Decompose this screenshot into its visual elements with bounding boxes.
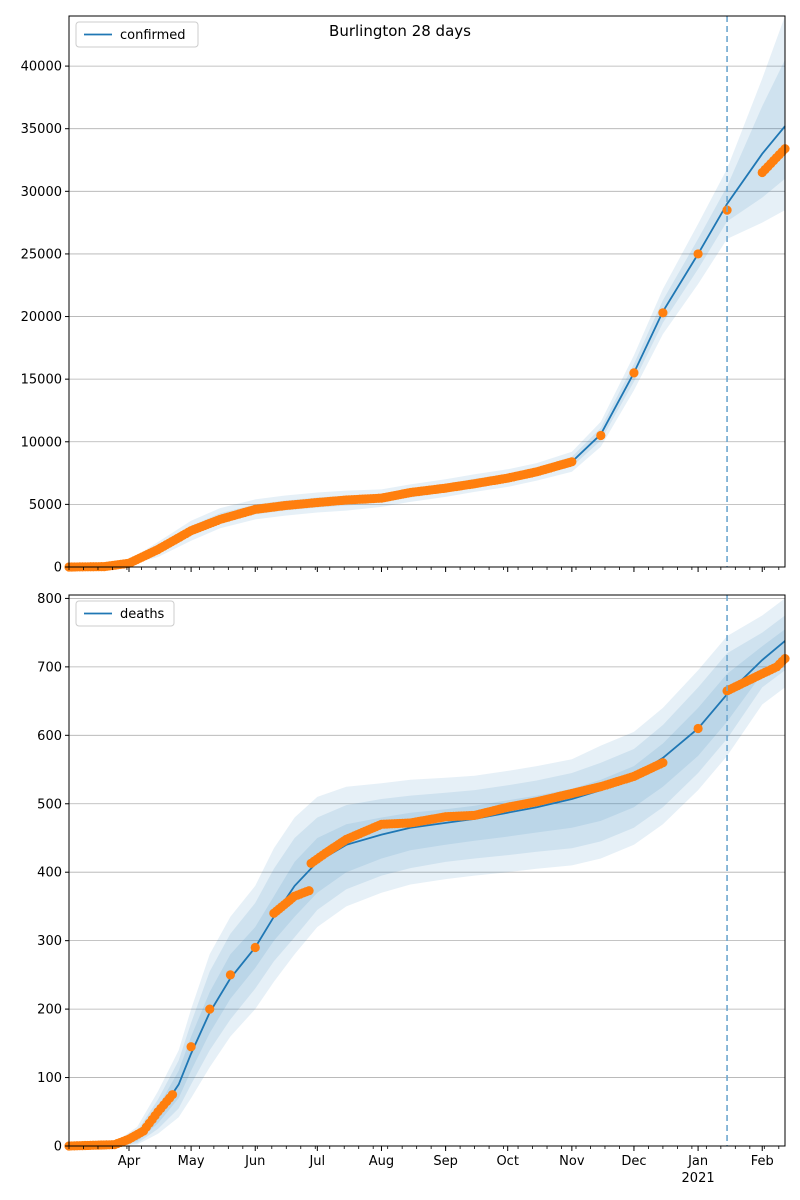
legend-label: confirmed [120, 28, 186, 43]
observed-point [304, 886, 314, 896]
y-tick-label: 20000 [21, 310, 62, 325]
x-tick-label: Jan [687, 1154, 708, 1169]
observed-series [64, 144, 790, 572]
observed-point [596, 430, 606, 441]
y-tick-label: 200 [37, 1003, 62, 1018]
observed-point [629, 368, 639, 378]
observed-point [225, 970, 236, 980]
y-tick-label: 500 [37, 797, 62, 812]
y-tick-label: 0 [54, 561, 62, 576]
y-tick-label: 100 [37, 1071, 62, 1086]
axes-frame [68, 594, 786, 1147]
y-tick-label: 600 [37, 729, 62, 744]
observed-point [658, 758, 668, 768]
y-tick-label: 800 [37, 592, 62, 607]
legend-box [75, 600, 175, 627]
observed-point [693, 723, 703, 734]
observed-point [693, 249, 703, 259]
x-tick-label: Nov [559, 1154, 585, 1169]
x-tick-label: Dec [621, 1154, 646, 1169]
legend-box [75, 21, 199, 48]
axes-frame [68, 15, 786, 568]
figure-title: Burlington 28 days [329, 22, 471, 40]
y-tick-label: 40000 [21, 60, 62, 75]
legend-label: deaths [120, 607, 165, 622]
observed-point [567, 457, 577, 467]
observed-point [167, 1090, 178, 1100]
x-tick-label: Feb [751, 1154, 774, 1169]
y-tick-label: 5000 [29, 498, 62, 513]
y-tick-label: 300 [37, 934, 62, 949]
x-tick-label: Sep [433, 1154, 458, 1169]
observed-point [658, 308, 668, 318]
y-tick-label: 35000 [21, 122, 62, 137]
observed-point [250, 942, 260, 953]
y-tick-label: 10000 [21, 435, 62, 450]
legend: deaths [75, 600, 175, 627]
x-tick-label: May [178, 1154, 205, 1169]
legend: confirmed [75, 21, 199, 48]
y-tick-label: 700 [37, 660, 62, 675]
x-tick-sublabel: 2021 [682, 1171, 715, 1186]
chart-panel-confirmed: 0 5000 10000 15000 20000 25000 30000 35000 40000… [21, 15, 790, 576]
y-tick-label: 0 [54, 1140, 62, 1155]
model-line [68, 125, 786, 568]
observed-point [186, 1042, 196, 1052]
x-tick-label: Aug [369, 1154, 394, 1169]
uncertainty-band [69, 598, 785, 1146]
uncertainty-band [69, 16, 785, 567]
y-tick-label: 15000 [21, 373, 62, 388]
x-tick-label: Oct [496, 1154, 518, 1169]
observed-point [205, 1004, 215, 1014]
observed-series [64, 654, 790, 1151]
y-tick-label: 30000 [21, 185, 62, 200]
x-tick-label: Jul [308, 1154, 325, 1169]
y-tick-label: 400 [37, 866, 62, 881]
y-tick-label: 25000 [21, 247, 62, 262]
chart-panel-deaths: 0 100 200 300 400 500 600 700 800 Apr May Jun Jul Aug… [37, 592, 790, 1186]
x-tick-label: Apr [118, 1154, 141, 1169]
x-tick-label: Jun [244, 1154, 265, 1169]
